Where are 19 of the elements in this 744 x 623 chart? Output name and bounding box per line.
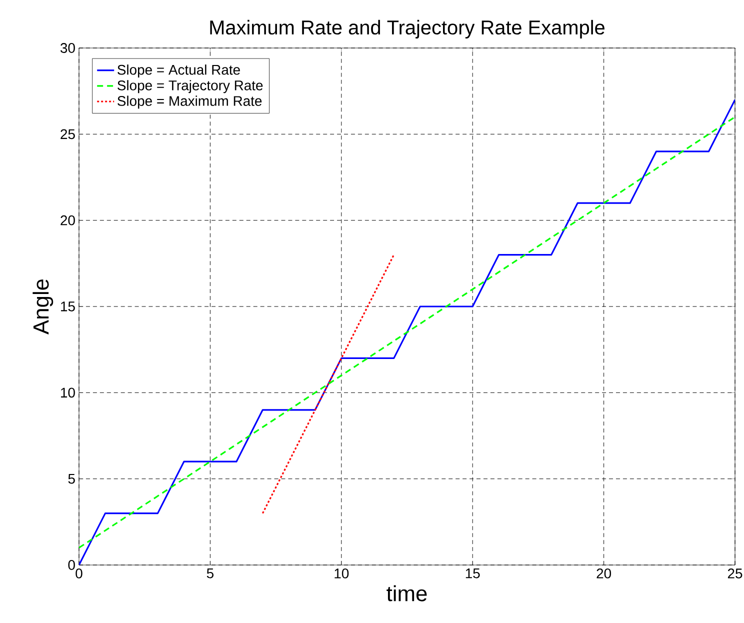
y-tick-label: 20 (60, 215, 75, 226)
legend-label: Slope = Actual Rate (118, 64, 240, 78)
x-tick-label: 5 (206, 568, 214, 578)
y-tick-label: 5 (68, 474, 75, 484)
y-tick-label: 15 (61, 302, 75, 312)
x-tick-label: 15 (466, 568, 480, 578)
chart-title: Maximum Rate and Trajectory Rate Example (210, 20, 604, 39)
y-axis-title: Angle (32, 279, 54, 334)
x-tick-label: 10 (334, 568, 349, 578)
legend-label: Slope = Trajectory Rate (118, 80, 263, 94)
y-tick-label: 0 (68, 560, 75, 570)
legend-label: Slope = Maximum Rate (118, 96, 262, 109)
y-tick-label: 10 (61, 388, 75, 398)
x-axis-title: time (386, 585, 427, 602)
y-tick-label: 30 (60, 43, 75, 53)
x-tick-label: 25 (728, 568, 742, 578)
x-tick-label: 20 (596, 568, 612, 578)
x-tick-label: 0 (76, 568, 82, 578)
y-tick-label: 25 (60, 129, 75, 140)
